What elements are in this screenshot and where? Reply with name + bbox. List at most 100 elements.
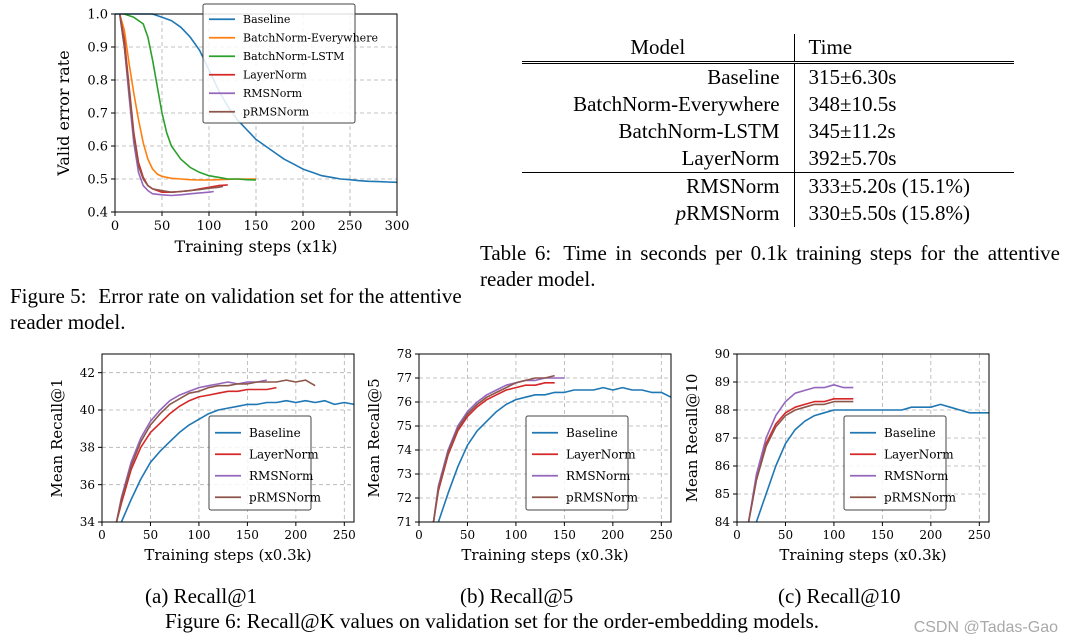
- y-tick-label: 72: [397, 491, 412, 505]
- table-cell-model: BatchNorm-LSTM: [522, 118, 795, 145]
- chart-fig6a: 0 50 100 150 200 250 34 36 38 40 42 Training steps …: [48, 353, 356, 564]
- x-tick-label: 150: [244, 219, 269, 234]
- table-cell-model-rest: RMSNorm: [686, 201, 780, 225]
- figure6-caption: Figure 6: Recall@K values on validation …: [165, 609, 820, 633]
- table6-caption-label: Table 6:: [480, 241, 552, 265]
- legend-label-batchnorm-lstm: BatchNorm-LSTM: [243, 50, 344, 63]
- x-tick-label: 50: [460, 528, 475, 542]
- y-tick-label: 42: [80, 366, 95, 380]
- y-tick-label: 90: [715, 347, 730, 361]
- y-tick-label: 0.9: [87, 41, 108, 56]
- y-tick-label: 74: [397, 443, 413, 457]
- table6-header-row: Model Time: [522, 34, 1014, 63]
- plot-frame: [101, 353, 355, 523]
- x-tick-label: 0: [111, 219, 119, 234]
- series-line-prmsnorm: [115, 379, 316, 523]
- figure5-caption: Figure 5: Error rate on validation set fo…: [10, 283, 470, 335]
- x-axis-label: Training steps (x0.3k): [144, 546, 311, 564]
- chart-fig6c: 0 50 100 150 200 250 84 85 86 87 88 89 90 Training st…: [683, 347, 991, 564]
- x-tick-label: 150: [553, 528, 576, 542]
- legend: Baseline BatchNorm-Everywhere BatchNorm-LS…: [202, 3, 378, 124]
- table-row: RMSNorm 333±5.20s (15.1%): [522, 172, 1014, 200]
- series-line-rmsnorm: [118, 13, 214, 197]
- table-row: Baseline 315±6.30s: [522, 62, 1014, 91]
- x-tick-label: 200: [919, 528, 942, 542]
- y-tick-label: 89: [715, 375, 730, 389]
- series-line-layernorm: [115, 386, 277, 523]
- x-tick-label: 150: [871, 528, 894, 542]
- series-line-baseline: [755, 403, 989, 523]
- table6-grid: Model Time Baseline 315±6.30s BatchNorm-E…: [522, 34, 1014, 227]
- legend: Baseline LayerNorm RMSNorm pRMSNorm: [843, 415, 957, 511]
- table-row: pRMSNorm 330±5.50s (15.8%): [522, 200, 1014, 227]
- x-tick-label: 50: [143, 528, 158, 542]
- y-tick-label: 36: [80, 478, 95, 492]
- chart-fig6b: 0 50 100 150 200 250 71 72 73 74 75 76 77 78 Training …: [365, 347, 673, 564]
- series-line-prmsnorm: [747, 400, 854, 523]
- legend-label-layernorm: LayerNorm: [249, 447, 319, 461]
- x-tick-label: 250: [968, 528, 991, 542]
- y-tick-label: 73: [397, 467, 412, 481]
- x-tick-label: 150: [236, 528, 259, 542]
- y-tick-label: 0.8: [87, 74, 108, 89]
- table-cell-model-italic-p: p: [675, 201, 687, 225]
- x-tick-label: 100: [822, 528, 845, 542]
- table-cell-time: 330±5.50s (15.8%): [808, 201, 970, 225]
- legend-label-layernorm: LayerNorm: [566, 447, 636, 461]
- y-tick-label: 85: [715, 487, 730, 501]
- plot-frame: [418, 353, 672, 523]
- x-tick-label: 200: [601, 528, 624, 542]
- y-axis-label: Mean Recall@1: [48, 378, 66, 497]
- table-cell-model: pRMSNorm: [522, 200, 795, 227]
- table6-col-time: Time: [808, 35, 853, 59]
- x-axis-label: Training steps (x0.3k): [461, 546, 628, 564]
- y-tick-label: 88: [715, 403, 730, 417]
- chart-fig5: 0 50 100 150 200 250 300 0.4 0.5 0.6 0.7 0.8 0.9 1.0 T…: [54, 3, 410, 256]
- y-tick-label: 78: [397, 347, 412, 361]
- legend-box: [202, 3, 356, 124]
- y-tick-label: 71: [397, 515, 412, 529]
- table-cell-time: 345±11.2s: [808, 119, 896, 143]
- table6-caption: Table 6: Time in seconds per 0.1k trainin…: [480, 240, 1060, 292]
- subcaption-b: (b) Recall@5: [460, 584, 574, 608]
- x-axis-label: Training steps (x1k): [174, 237, 337, 256]
- table-cell-model: BatchNorm-Everywhere: [522, 91, 795, 118]
- y-tick-label: 0.4: [87, 206, 108, 221]
- y-tick-label: 40: [80, 403, 95, 417]
- legend: Baseline LayerNorm RMSNorm pRMSNorm: [208, 415, 322, 511]
- table-row: BatchNorm-LSTM 345±11.2s: [522, 118, 1014, 145]
- figure5-caption-text: Error rate on validation set for the att…: [10, 284, 462, 334]
- legend-label-rmsnorm: RMSNorm: [566, 469, 631, 483]
- x-tick-label: 0: [733, 528, 741, 542]
- table-cell-time: 333±5.20s (15.1%): [808, 174, 970, 198]
- watermark: CSDN @Tadas-Gao: [913, 619, 1058, 636]
- y-tick-label: 76: [397, 395, 412, 409]
- legend-box: [525, 415, 629, 511]
- subcaption-c: (c) Recall@10: [778, 584, 901, 608]
- table-cell-model: Baseline: [522, 62, 795, 91]
- legend-label-rmsnorm: RMSNorm: [243, 87, 303, 100]
- series-line-prmsnorm: [118, 13, 224, 193]
- x-tick-label: 50: [154, 219, 171, 234]
- x-tick-label: 100: [187, 528, 210, 542]
- x-tick-label: 250: [650, 528, 673, 542]
- legend-label-prmsnorm: pRMSNorm: [243, 106, 310, 119]
- y-axis-label: Mean Recall@5: [365, 378, 383, 497]
- x-tick-label: 100: [197, 219, 222, 234]
- table-row: LayerNorm 392±5.70s: [522, 145, 1014, 173]
- y-tick-label: 0.7: [87, 107, 108, 122]
- x-tick-label: 250: [333, 528, 356, 542]
- legend-box: [843, 415, 947, 511]
- table-cell-time: 348±10.5s: [808, 92, 897, 116]
- legend-label-rmsnorm: RMSNorm: [884, 469, 949, 483]
- legend-label-rmsnorm: RMSNorm: [249, 469, 314, 483]
- x-tick-label: 300: [385, 219, 410, 234]
- series-line-baseline: [120, 399, 355, 523]
- x-tick-label: 200: [291, 219, 316, 234]
- series-line-rmsnorm: [747, 383, 854, 523]
- x-tick-label: 200: [284, 528, 307, 542]
- legend-label-batchnorm-everywhere: BatchNorm-Everywhere: [243, 32, 378, 45]
- y-tick-label: 86: [715, 459, 730, 473]
- series-line-layernorm: [432, 381, 555, 523]
- table6-caption-text: Time in seconds per 0.1k training steps …: [480, 241, 1060, 291]
